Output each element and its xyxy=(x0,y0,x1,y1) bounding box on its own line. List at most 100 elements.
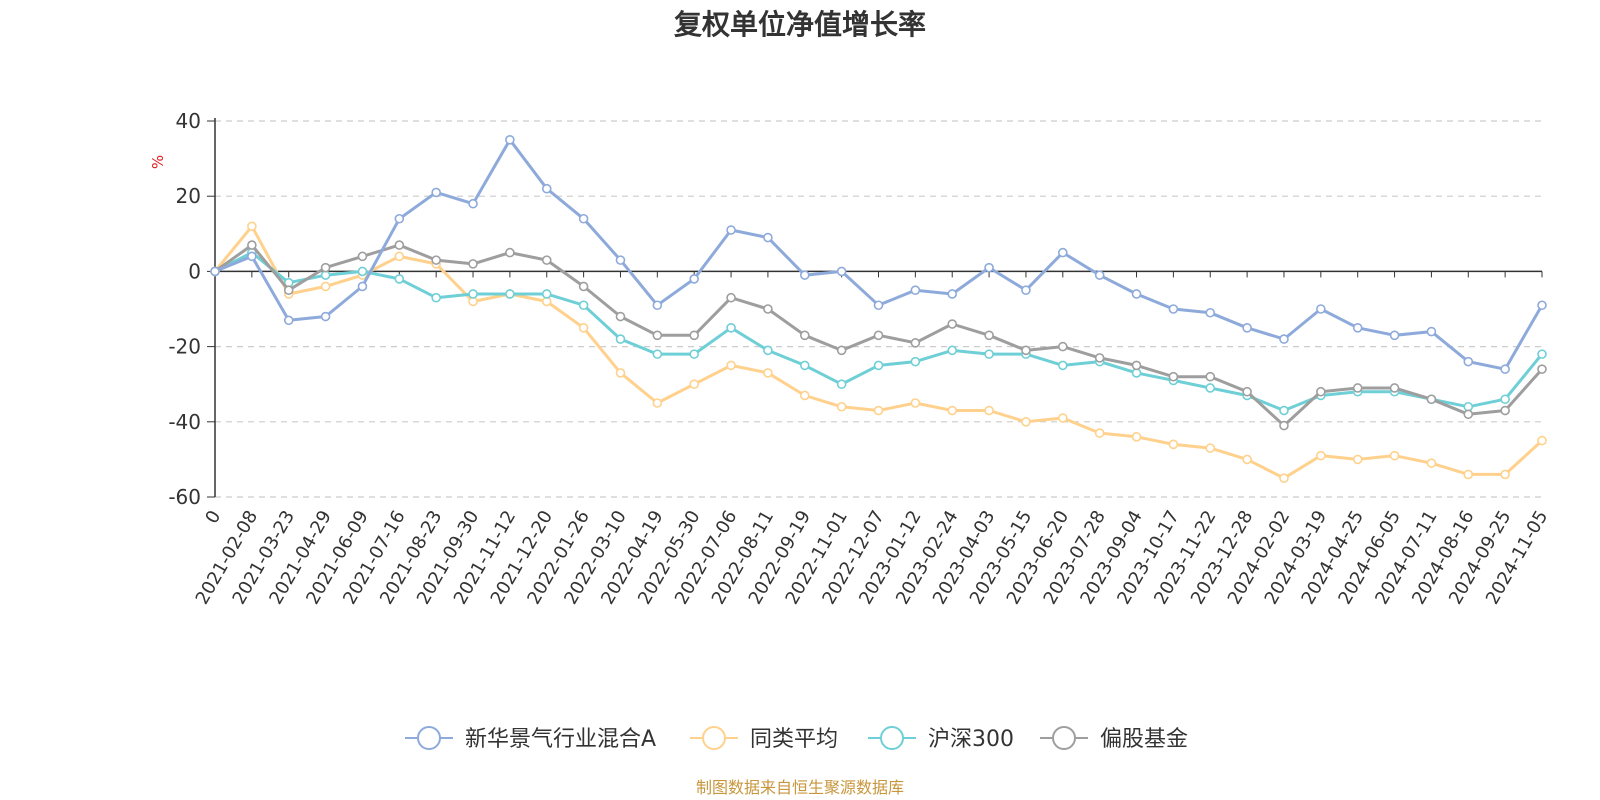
data-point xyxy=(320,262,331,273)
legend-item-3[interactable]: 偏股基金 xyxy=(1040,726,1188,752)
data-point xyxy=(1316,450,1326,461)
legend-marker xyxy=(1052,726,1076,750)
data-point xyxy=(1352,454,1363,465)
data-point xyxy=(541,289,552,299)
data-point xyxy=(468,259,478,269)
data-point xyxy=(689,349,699,359)
data-point xyxy=(1426,326,1437,337)
data-point xyxy=(1094,270,1105,280)
data-point xyxy=(394,240,405,250)
data-point xyxy=(799,330,810,341)
data-point xyxy=(652,330,663,341)
data-point xyxy=(1279,334,1289,344)
data-point xyxy=(1058,413,1068,423)
legend-item-1[interactable]: 同类平均 xyxy=(690,726,838,752)
data-point xyxy=(763,368,773,378)
source-note: 制图数据来自恒生聚源数据库 xyxy=(696,778,904,797)
data-point xyxy=(910,285,921,296)
data-point xyxy=(505,247,515,258)
data-point xyxy=(320,311,331,322)
data-point xyxy=(615,368,626,378)
data-point xyxy=(652,300,663,311)
legend-label: 偏股基金 xyxy=(1100,727,1188,752)
data-point xyxy=(652,349,663,359)
data-point xyxy=(357,266,368,277)
data-point xyxy=(578,322,589,333)
data-point xyxy=(541,183,552,194)
data-point xyxy=(947,319,958,329)
chart-title: 复权单位净值增长率 xyxy=(674,8,926,41)
data-point xyxy=(726,225,736,235)
data-point xyxy=(763,232,773,243)
data-point xyxy=(1131,360,1142,371)
data-point xyxy=(431,187,441,198)
data-point xyxy=(1426,458,1437,468)
data-point xyxy=(1242,386,1252,397)
series-1 xyxy=(210,221,1547,484)
data-point xyxy=(1058,341,1068,352)
data-point xyxy=(247,251,257,262)
data-point xyxy=(1205,307,1216,318)
series-3 xyxy=(210,240,1547,431)
data-point xyxy=(1242,322,1252,333)
data-point xyxy=(357,281,368,292)
legend-item-0[interactable]: 新华景气行业混合A xyxy=(405,726,656,752)
data-point xyxy=(1021,285,1031,296)
data-point xyxy=(689,274,699,284)
data-point xyxy=(210,266,220,277)
data-point xyxy=(1389,330,1400,341)
data-point xyxy=(1537,364,1547,374)
data-point xyxy=(1316,386,1326,397)
data-point xyxy=(1352,322,1363,333)
data-point xyxy=(394,251,405,262)
data-point xyxy=(1094,428,1105,438)
data-point xyxy=(1537,435,1547,446)
data-point xyxy=(1389,383,1400,393)
data-point xyxy=(1279,405,1289,416)
y-tick-label: 40 xyxy=(176,109,201,133)
y-tick-label: -20 xyxy=(168,335,201,359)
data-point xyxy=(984,405,994,416)
data-point xyxy=(1352,383,1363,393)
data-point xyxy=(578,281,589,292)
legend-item-2[interactable]: 沪深300 xyxy=(868,726,1014,752)
data-point xyxy=(1463,469,1474,480)
series-0 xyxy=(210,135,1547,374)
data-point xyxy=(836,379,847,390)
x-tick-label: 0 xyxy=(201,507,225,527)
y-axis-unit: % xyxy=(149,155,167,169)
data-point xyxy=(689,379,699,390)
data-point xyxy=(763,345,773,356)
data-point xyxy=(984,349,994,359)
legend-marker xyxy=(702,726,726,750)
data-point xyxy=(505,135,515,145)
data-point xyxy=(1500,469,1510,480)
data-point xyxy=(799,390,810,401)
data-point xyxy=(947,345,958,356)
data-point xyxy=(873,360,884,371)
data-point xyxy=(1426,394,1437,405)
data-point xyxy=(726,360,736,371)
data-point xyxy=(984,262,994,273)
data-point xyxy=(836,345,847,356)
data-point xyxy=(763,304,773,314)
y-tick-label: 20 xyxy=(176,184,201,208)
data-point xyxy=(1389,450,1400,461)
data-point xyxy=(1205,383,1216,393)
data-point xyxy=(1279,473,1289,484)
data-point xyxy=(873,300,884,311)
legend-marker xyxy=(417,726,441,750)
data-point xyxy=(873,330,884,341)
data-point xyxy=(505,289,515,299)
legend-label: 新华景气行业混合A xyxy=(465,727,656,752)
data-point xyxy=(283,285,294,296)
data-point xyxy=(615,334,626,344)
data-point xyxy=(1131,289,1142,299)
data-point xyxy=(1058,360,1068,371)
data-point xyxy=(1021,345,1031,356)
data-point xyxy=(1463,356,1474,367)
data-point xyxy=(1537,300,1547,311)
data-point xyxy=(1500,405,1510,416)
